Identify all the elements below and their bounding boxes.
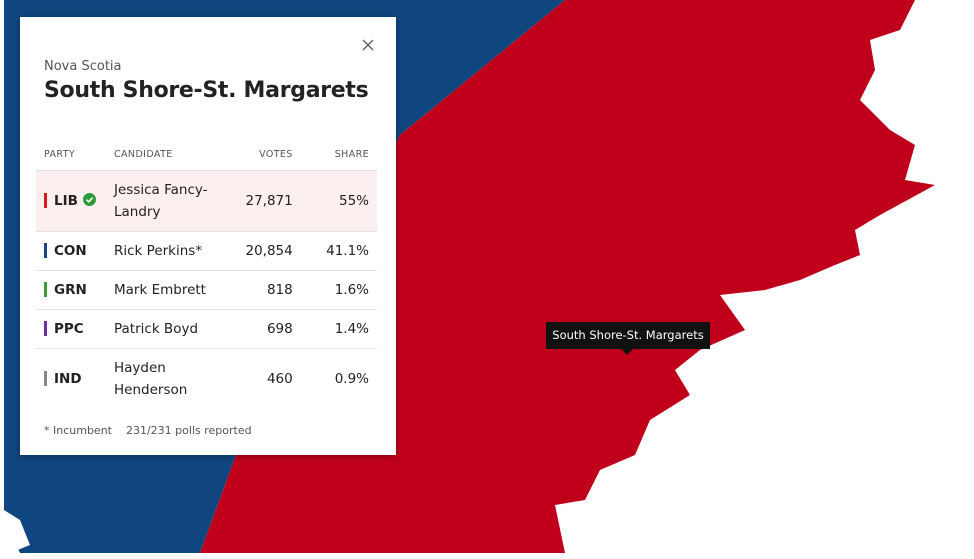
party-cell: GRN bbox=[36, 270, 114, 310]
result-row: PPC Patrick Boyd 698 1.4% bbox=[36, 309, 377, 349]
coast bbox=[4, 510, 30, 553]
share: 41.1% bbox=[300, 231, 377, 271]
party-cell: LIB bbox=[36, 170, 114, 232]
close-button[interactable] bbox=[361, 38, 375, 52]
share: 1.6% bbox=[300, 270, 377, 310]
party-name: LIB bbox=[54, 193, 78, 209]
column-header: VOTES bbox=[218, 138, 301, 171]
party-cell: PPC bbox=[36, 309, 114, 349]
column-header: SHARE bbox=[300, 138, 377, 171]
column-header: PARTY bbox=[36, 138, 114, 171]
party-name: GRN bbox=[54, 282, 87, 298]
votes: 698 bbox=[218, 309, 301, 349]
candidate: Patrick Boyd bbox=[114, 309, 218, 349]
footnote: * Incumbent 231/231 polls reported bbox=[44, 424, 252, 437]
party-name: PPC bbox=[54, 321, 84, 337]
party-color bbox=[44, 193, 47, 208]
party-name: IND bbox=[54, 371, 82, 387]
share: 55% bbox=[300, 170, 377, 232]
party-name: CON bbox=[54, 243, 87, 259]
party-cell: CON bbox=[36, 231, 114, 271]
island bbox=[930, 70, 950, 90]
party-color bbox=[44, 371, 47, 386]
party-color bbox=[44, 243, 47, 258]
results-table: PARTY CANDIDATE VOTES SHARE LIB Jessica F… bbox=[36, 138, 377, 409]
votes: 460 bbox=[266, 371, 293, 387]
party-cell: IND bbox=[36, 349, 114, 410]
result-row: IND Hayden Henderson 460 0.9% bbox=[36, 349, 377, 410]
incumbent-note: * Incumbent bbox=[44, 424, 112, 437]
polls-reported: 231/231 polls reported bbox=[125, 424, 252, 437]
votes: 27,871 bbox=[218, 170, 301, 232]
result-row: GRN Mark Embrett 818 1.6% bbox=[36, 270, 377, 310]
column-header: CANDIDATE bbox=[114, 138, 218, 171]
winner-check bbox=[82, 193, 96, 206]
map-tooltip: South Shore-St. Margarets bbox=[546, 322, 710, 355]
votes: 20,854 bbox=[218, 231, 301, 271]
results-popup: Nova Scotia South Shore-St. Margarets PA… bbox=[20, 17, 396, 455]
candidate: Hayden Henderson bbox=[114, 360, 188, 398]
region-name: Nova Scotia bbox=[44, 59, 122, 74]
island bbox=[590, 500, 620, 545]
candidate: Mark Embrett bbox=[114, 270, 218, 310]
result-row: CON Rick Perkins* 20,854 41.1% bbox=[36, 231, 377, 271]
riding-title: South Shore-St. Margarets bbox=[44, 78, 369, 103]
votes: 818 bbox=[218, 270, 301, 310]
party-color bbox=[44, 321, 47, 336]
candidate: Rick Perkins* bbox=[114, 231, 218, 271]
share: 1.4% bbox=[300, 309, 377, 349]
result-row: LIB Jessica Fancy-Landry 27,871 55% bbox=[36, 170, 377, 232]
party-color bbox=[44, 282, 47, 297]
header-row: PARTY CANDIDATE VOTES SHARE bbox=[36, 138, 377, 171]
candidate: Jessica Fancy-Landry bbox=[114, 170, 218, 232]
share: 0.9% bbox=[334, 371, 369, 387]
